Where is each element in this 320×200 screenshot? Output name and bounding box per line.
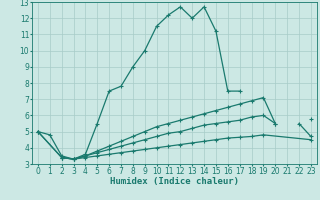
- X-axis label: Humidex (Indice chaleur): Humidex (Indice chaleur): [110, 177, 239, 186]
